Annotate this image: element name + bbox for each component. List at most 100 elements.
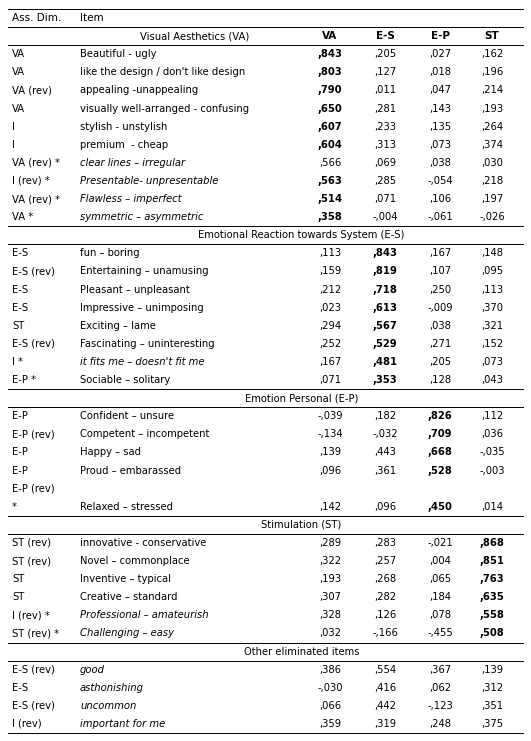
- Text: ,069: ,069: [374, 158, 396, 168]
- Text: ,214: ,214: [481, 85, 503, 96]
- Text: ,353: ,353: [373, 375, 397, 385]
- Text: Professional – amateurish: Professional – amateurish: [80, 611, 209, 620]
- Text: ,321: ,321: [481, 321, 503, 330]
- Text: ,361: ,361: [374, 465, 396, 476]
- Text: ,718: ,718: [373, 285, 397, 295]
- Text: important for me: important for me: [80, 719, 165, 729]
- Text: VA: VA: [12, 104, 25, 113]
- Text: E-S (rev): E-S (rev): [12, 339, 55, 349]
- Text: visually well-arranged - confusing: visually well-arranged - confusing: [80, 104, 249, 113]
- Text: ,289: ,289: [319, 538, 341, 548]
- Text: ,113: ,113: [481, 285, 503, 295]
- Text: ,139: ,139: [319, 448, 341, 457]
- Text: ,529: ,529: [373, 339, 397, 349]
- Text: ,062: ,062: [429, 682, 451, 693]
- Text: ,043: ,043: [481, 375, 503, 385]
- Text: E-S: E-S: [375, 31, 395, 41]
- Text: Beautiful - ugly: Beautiful - ugly: [80, 49, 157, 59]
- Text: Challenging – easy: Challenging – easy: [80, 628, 174, 639]
- Text: -,054: -,054: [427, 176, 453, 186]
- Text: ,004: ,004: [429, 556, 451, 566]
- Text: Presentable- unpresentable: Presentable- unpresentable: [80, 176, 218, 186]
- Text: ,071: ,071: [319, 375, 341, 385]
- Text: -,026: -,026: [479, 212, 505, 222]
- Text: ST (rev) *: ST (rev) *: [12, 628, 59, 639]
- Text: ,162: ,162: [481, 49, 503, 59]
- Text: ST (rev): ST (rev): [12, 538, 51, 548]
- Text: clear lines – irregular: clear lines – irregular: [80, 158, 185, 168]
- Text: E-P: E-P: [12, 465, 28, 476]
- Text: I (rev) *: I (rev) *: [12, 611, 50, 620]
- Text: ,567: ,567: [373, 321, 397, 330]
- Text: Stimulation (ST): Stimulation (ST): [261, 520, 341, 530]
- Text: E-P: E-P: [431, 31, 450, 41]
- Text: ,508: ,508: [479, 628, 504, 639]
- Text: ,566: ,566: [319, 158, 341, 168]
- Text: ,248: ,248: [429, 719, 451, 729]
- Text: Fascinating – uninteresting: Fascinating – uninteresting: [80, 339, 215, 349]
- Text: like the design / don't like design: like the design / don't like design: [80, 67, 245, 77]
- Text: Ass. Dim.: Ass. Dim.: [12, 13, 61, 23]
- Text: innovative - conservative: innovative - conservative: [80, 538, 207, 548]
- Text: ,367: ,367: [429, 665, 451, 674]
- Text: E-S: E-S: [12, 285, 28, 295]
- Text: Proud – embarassed: Proud – embarassed: [80, 465, 181, 476]
- Text: symmetric – asymmetric: symmetric – asymmetric: [80, 212, 203, 222]
- Text: ,558: ,558: [479, 611, 504, 620]
- Text: good: good: [80, 665, 105, 674]
- Text: I: I: [12, 140, 15, 150]
- Text: ,250: ,250: [429, 285, 451, 295]
- Text: Emotion Personal (E-P): Emotion Personal (E-P): [245, 393, 358, 403]
- Text: ,374: ,374: [481, 140, 503, 150]
- Text: -,039: -,039: [317, 411, 343, 421]
- Text: ,128: ,128: [429, 375, 451, 385]
- Text: premium  - cheap: premium - cheap: [80, 140, 168, 150]
- Text: ,322: ,322: [319, 556, 341, 566]
- Text: ,358: ,358: [318, 212, 342, 222]
- Text: ,196: ,196: [481, 67, 503, 77]
- Text: ,351: ,351: [481, 701, 503, 711]
- Text: Creative – standard: Creative – standard: [80, 592, 177, 602]
- Text: ,184: ,184: [429, 592, 451, 602]
- Text: Confident – unsure: Confident – unsure: [80, 411, 174, 421]
- Text: ,328: ,328: [319, 611, 341, 620]
- Text: ,790: ,790: [318, 85, 342, 96]
- Text: ,668: ,668: [427, 448, 452, 457]
- Text: E-P: E-P: [12, 411, 28, 421]
- Text: ,096: ,096: [374, 502, 396, 512]
- Text: E-S: E-S: [12, 302, 28, 313]
- Text: ,148: ,148: [481, 248, 503, 259]
- Text: -,455: -,455: [427, 628, 453, 639]
- Text: ,285: ,285: [374, 176, 396, 186]
- Text: ,283: ,283: [374, 538, 396, 548]
- Text: ,073: ,073: [429, 140, 451, 150]
- Text: ,038: ,038: [429, 321, 451, 330]
- Text: ,193: ,193: [481, 104, 503, 113]
- Text: ,212: ,212: [319, 285, 341, 295]
- Text: VA: VA: [322, 31, 338, 41]
- Text: ,078: ,078: [429, 611, 451, 620]
- Text: ,205: ,205: [374, 49, 396, 59]
- Text: VA: VA: [12, 49, 25, 59]
- Text: Entertaining – unamusing: Entertaining – unamusing: [80, 267, 209, 276]
- Text: ,481: ,481: [372, 357, 398, 367]
- Text: ,047: ,047: [429, 85, 451, 96]
- Text: Visual Aesthetics (VA): Visual Aesthetics (VA): [140, 31, 250, 41]
- Text: -,123: -,123: [427, 701, 453, 711]
- Text: appealing -unappealing: appealing -unappealing: [80, 85, 198, 96]
- Text: *: *: [12, 502, 17, 512]
- Text: Inventive – typical: Inventive – typical: [80, 574, 171, 584]
- Text: ,514: ,514: [318, 194, 342, 204]
- Text: ,167: ,167: [429, 248, 451, 259]
- Text: Other eliminated items: Other eliminated items: [244, 647, 359, 657]
- Text: ,018: ,018: [429, 67, 451, 77]
- Text: ,167: ,167: [319, 357, 341, 367]
- Text: ,442: ,442: [374, 701, 396, 711]
- Text: ST: ST: [485, 31, 499, 41]
- Text: it fits me – doesn't fit me: it fits me – doesn't fit me: [80, 357, 204, 367]
- Text: Flawless – imperfect: Flawless – imperfect: [80, 194, 182, 204]
- Text: ,826: ,826: [427, 411, 452, 421]
- Text: -,030: -,030: [317, 682, 342, 693]
- Text: Competent – incompetent: Competent – incompetent: [80, 429, 209, 439]
- Text: ,193: ,193: [319, 574, 341, 584]
